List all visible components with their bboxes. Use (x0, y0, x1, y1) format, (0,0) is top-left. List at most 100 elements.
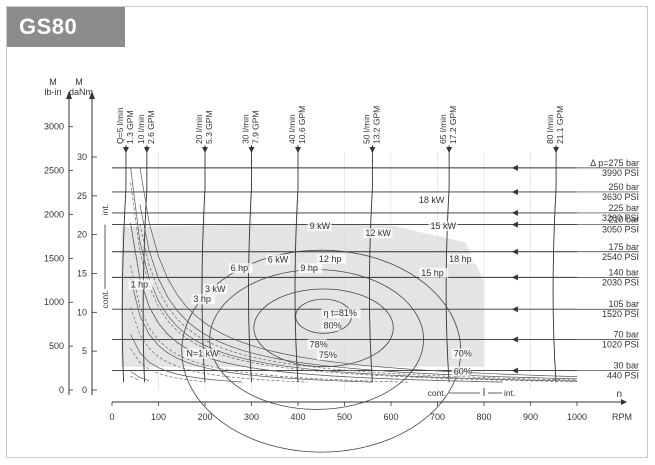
y-tick-label-danm: 25 (77, 191, 87, 201)
efficiency-label-bg (307, 339, 327, 350)
x-tick-label: 800 (476, 412, 491, 422)
pressure-label-bar: 70 bar (613, 330, 639, 340)
pressure-arrow (511, 367, 518, 374)
power-label-bg (228, 263, 253, 274)
power-curve-kw (139, 204, 578, 380)
int-label-left: int. (100, 204, 110, 215)
flow-label-gpm: 7.9 GPM (251, 110, 261, 144)
y-tick-label-lbin: 2000 (44, 209, 64, 219)
efficiency-label-bg (321, 308, 361, 319)
flow-label-lpm: 30 l/min (241, 114, 251, 144)
y-axis-label-right-unit: daNm (69, 87, 93, 97)
y-tick-label-lbin: 3000 (44, 122, 64, 132)
flow-line (552, 145, 557, 383)
x-tick-label: 1000 (567, 412, 587, 422)
power-label-bg (191, 294, 216, 305)
pressure-label-psi: 3260 PSI (602, 213, 639, 223)
pressure-label-bar: 30 bar (613, 361, 639, 371)
y-tick-label-danm: 5 (82, 346, 87, 356)
x-axis-label: RPM (612, 412, 632, 422)
power-label-bg (428, 221, 458, 232)
y-tick-label-lbin: 1000 (44, 297, 64, 307)
y-tick-label-lbin: 2500 (44, 166, 64, 176)
pressure-label-bar: 210 bar (608, 215, 639, 225)
pressure-label-bar: 250 bar (608, 182, 639, 192)
efficiency-label: 78% (310, 339, 328, 349)
x-tick-label: 400 (290, 412, 305, 422)
flow-label-lpm: 65 l/min (438, 114, 448, 144)
power-curve-hp (130, 224, 503, 383)
flow-arrow (295, 147, 301, 153)
flow-label-gpm: 21.1 GPM (555, 106, 565, 144)
flow-label-gpm: 2.6 GPM (146, 110, 156, 144)
power-curve-kw (130, 334, 243, 383)
pressure-arrow (511, 274, 518, 281)
power-label: 3 kW (205, 284, 226, 294)
power-label: 1 hp (131, 279, 149, 289)
efficiency-label: 75% (319, 350, 337, 360)
power-label: 9 kW (310, 221, 331, 231)
power-label: 3 hp (193, 294, 211, 304)
x-tick-label: 900 (523, 412, 538, 422)
pressure-arrow (511, 209, 518, 216)
pressure-label-bar: Δ p=275 bar (590, 158, 639, 168)
flow-label-lpm: Q=5 l/min (115, 107, 125, 144)
efficiency-label-bg (451, 348, 471, 359)
x-tick-label: 0 (109, 412, 114, 422)
flow-label-lpm: 20 l/min (194, 114, 204, 144)
flow-line (121, 145, 127, 383)
power-curve-hp (130, 306, 308, 383)
power-label-bg (316, 253, 346, 264)
y-axis-label-left-symbol: M (49, 77, 57, 87)
flow-line (294, 145, 299, 383)
y-tick-label-lbin: 500 (49, 341, 64, 351)
title-bar: GS80 (7, 7, 125, 47)
page-title: GS80 (19, 14, 78, 39)
power-label: 18 kW (419, 195, 445, 205)
power-label: 15 kW (431, 221, 457, 231)
power-label-bg (363, 228, 393, 239)
flow-arrow (553, 147, 560, 153)
pressure-label-psi: 3990 PSI (602, 168, 639, 178)
int-label-bottom: int. (504, 388, 515, 398)
y-tick-label-danm: 10 (77, 307, 87, 317)
pressure-arrow (511, 306, 518, 313)
pressure-arrow (511, 164, 518, 171)
y-axis-danm-arrow (89, 91, 95, 99)
pressure-arrow (511, 221, 518, 228)
power-curve-hp (130, 375, 141, 382)
flow-label-gpm: 10.6 GPM (297, 106, 307, 144)
flow-line (201, 145, 206, 383)
cont-label-bottom: cont. (428, 388, 446, 398)
power-curve-hp (130, 182, 578, 383)
y-tick-label-danm: 0 (82, 385, 87, 395)
pressure-arrow (511, 336, 518, 343)
x-tick-label: 500 (337, 412, 352, 422)
flow-label-lpm: 10 l/min (136, 114, 146, 144)
flow-label-lpm: 80 l/min (545, 114, 555, 144)
pressure-label-bar: 105 bar (608, 299, 639, 309)
efficiency-label-bg (321, 320, 341, 331)
y-tick-label-danm: 20 (77, 230, 87, 240)
flow-arrow (202, 147, 208, 153)
x-tick-label: 600 (383, 412, 398, 422)
x-axis-arrow (621, 399, 627, 405)
power-label: 6 hp (231, 263, 249, 273)
flow-arrow (369, 147, 376, 153)
cont-label-left: cont. (100, 290, 110, 308)
efficiency-label: 70% (454, 349, 472, 359)
power-label: N=1 kW (186, 349, 219, 359)
pressure-label-bar: 140 bar (608, 267, 639, 277)
power-label-bg (184, 348, 219, 359)
y-axis-label-right-symbol: M (75, 77, 83, 87)
efficiency-label: 60% (454, 366, 472, 376)
power-label: 9 hp (300, 263, 318, 273)
y-tick-label-danm: 15 (77, 269, 87, 279)
flow-arrow (122, 147, 129, 153)
flow-arrow (446, 147, 453, 153)
power-label: 18 hp (449, 254, 472, 264)
power-label: 12 kW (365, 228, 391, 238)
x-axis-symbol: n (616, 389, 622, 400)
pressure-label-psi: 2030 PSI (602, 277, 639, 287)
